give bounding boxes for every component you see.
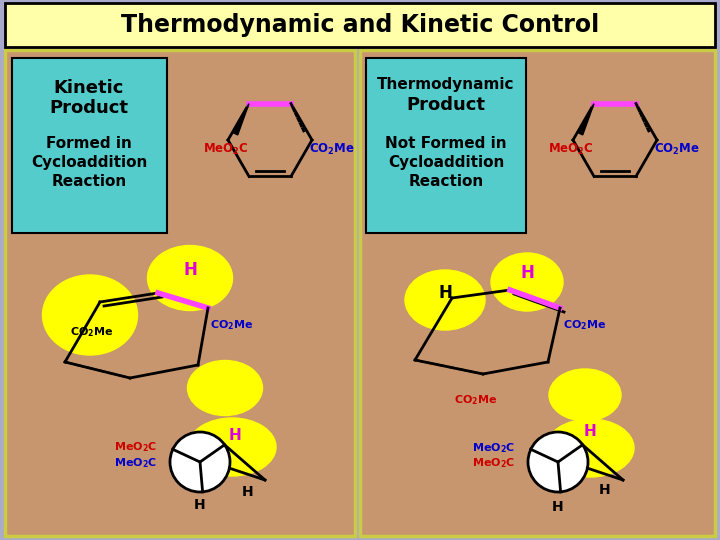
Ellipse shape (187, 361, 263, 415)
Text: H: H (229, 428, 241, 442)
FancyBboxPatch shape (5, 50, 355, 536)
Text: H: H (242, 485, 254, 499)
Text: $\mathbf{MeO_2C}$: $\mathbf{MeO_2C}$ (548, 141, 594, 157)
Ellipse shape (405, 270, 485, 330)
Ellipse shape (491, 253, 563, 311)
Ellipse shape (546, 419, 634, 477)
Text: H: H (438, 284, 452, 302)
Text: Thermodynamic and Kinetic Control: Thermodynamic and Kinetic Control (121, 13, 599, 37)
Text: Thermodynamic: Thermodynamic (377, 78, 515, 92)
Polygon shape (233, 104, 249, 135)
Text: $\mathbf{MeO_2C}$: $\mathbf{MeO_2C}$ (114, 440, 157, 454)
Text: $\mathbf{MeO_2C}$: $\mathbf{MeO_2C}$ (472, 456, 515, 470)
Text: $\mathbf{MeO_2C}$: $\mathbf{MeO_2C}$ (203, 141, 249, 157)
Ellipse shape (42, 275, 138, 355)
Text: $\mathbf{CO_2Me}$: $\mathbf{CO_2Me}$ (309, 141, 355, 157)
Text: Reaction: Reaction (408, 173, 484, 188)
Text: $\mathbf{CO_2Me}$: $\mathbf{CO_2Me}$ (210, 318, 253, 332)
Text: Formed in: Formed in (46, 136, 132, 151)
FancyBboxPatch shape (12, 58, 167, 233)
Text: Not Formed in: Not Formed in (385, 136, 507, 151)
Ellipse shape (148, 246, 233, 310)
Ellipse shape (549, 369, 621, 421)
Text: Product: Product (50, 99, 128, 117)
FancyBboxPatch shape (5, 3, 715, 47)
Text: $\mathbf{MeO_2C}$: $\mathbf{MeO_2C}$ (114, 456, 157, 470)
Text: Kinetic: Kinetic (54, 79, 124, 97)
FancyBboxPatch shape (360, 50, 715, 536)
Text: Reaction: Reaction (51, 173, 127, 188)
Text: H: H (584, 424, 596, 440)
Circle shape (528, 432, 588, 492)
Ellipse shape (188, 418, 276, 476)
Text: H: H (194, 498, 206, 512)
Text: Cycloaddition: Cycloaddition (388, 154, 504, 170)
FancyBboxPatch shape (366, 58, 526, 233)
Text: Cycloaddition: Cycloaddition (31, 154, 147, 170)
Text: $\mathbf{CO_2Me}$: $\mathbf{CO_2Me}$ (454, 393, 498, 407)
Text: $\mathbf{CO_2Me}$: $\mathbf{CO_2Me}$ (70, 325, 114, 339)
Text: $\mathbf{CO_2Me}$: $\mathbf{CO_2Me}$ (563, 318, 606, 332)
Text: H: H (599, 483, 611, 497)
Polygon shape (577, 104, 594, 135)
Text: $\mathbf{CO_2Me}$: $\mathbf{CO_2Me}$ (654, 141, 700, 157)
Text: Product: Product (407, 96, 485, 114)
Circle shape (170, 432, 230, 492)
Text: H: H (552, 500, 564, 514)
Text: $\mathbf{MeO_2C}$: $\mathbf{MeO_2C}$ (472, 441, 515, 455)
Text: H: H (183, 261, 197, 279)
Text: H: H (520, 264, 534, 282)
